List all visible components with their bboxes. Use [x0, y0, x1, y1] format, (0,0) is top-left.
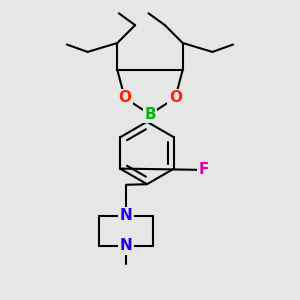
Text: O: O — [118, 91, 131, 106]
Text: N: N — [120, 208, 133, 224]
Text: N: N — [120, 238, 133, 253]
Text: O: O — [169, 91, 182, 106]
Text: F: F — [198, 162, 209, 177]
Text: B: B — [144, 107, 156, 122]
